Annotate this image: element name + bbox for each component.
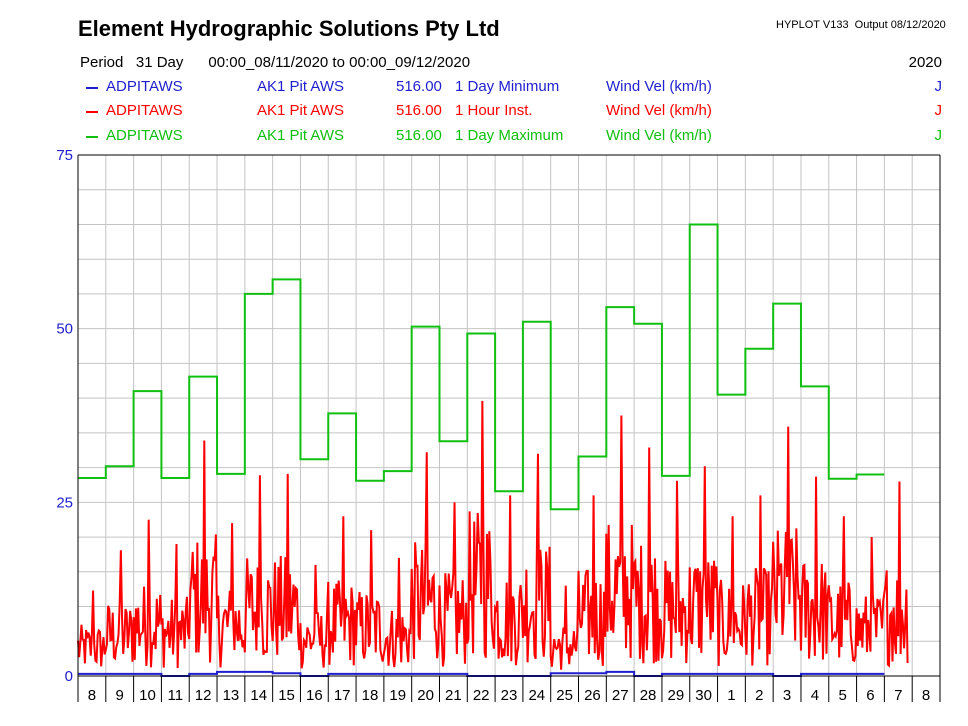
legend-stat: 1 Hour Inst.: [455, 102, 533, 119]
x-tick-label: 27: [612, 687, 629, 704]
period-label: Period: [80, 54, 124, 71]
x-tick-label: 10: [139, 687, 156, 704]
x-tick-label: 4: [811, 687, 819, 704]
legend-swatch: [86, 87, 98, 89]
legend-flag: J: [934, 102, 943, 119]
legend-name: AK1 Pit AWS: [257, 127, 344, 144]
legend-code: 516.00: [396, 78, 442, 95]
series-line-1-day-maximum: [78, 223, 885, 511]
legend-stat: 1 Day Minimum: [455, 78, 560, 95]
x-tick-label: 8: [922, 687, 930, 704]
x-tick-label: 5: [839, 687, 847, 704]
x-tick-label: 23: [501, 687, 518, 704]
series: [77, 223, 909, 677]
x-tick-label: 25: [556, 687, 573, 704]
legend-stat: 1 Day Maximum: [455, 127, 564, 144]
legend-variable: Wind Vel (km/h): [606, 127, 712, 144]
x-tick-label: 1: [727, 687, 735, 704]
legend-site: ADPITAWS: [106, 78, 183, 95]
x-tick-label: 8: [88, 687, 96, 704]
x-tick-label: 21: [445, 687, 462, 704]
x-tick-label: 26: [584, 687, 601, 704]
legend-flag: J: [934, 78, 943, 95]
series-line-1-day-minimum: [78, 670, 885, 677]
legend-site: ADPITAWS: [106, 102, 183, 119]
x-tick-label: 12: [195, 687, 212, 704]
legend-swatch: [86, 136, 98, 138]
x-tick-label: 13: [223, 687, 240, 704]
legend-entry-minimum: ADPITAWS AK1 Pit AWS 516.00 1 Day Minimu…: [80, 78, 942, 98]
y-tick-label: 25: [56, 494, 73, 511]
legend-swatch: [86, 111, 98, 113]
legend-name: AK1 Pit AWS: [257, 78, 344, 95]
y-tick-label: 75: [56, 147, 73, 164]
y-tick-label: 50: [56, 321, 73, 338]
period-range: 00:00_08/11/2020 to 00:00_09/12/2020: [208, 54, 471, 71]
legend-code: 516.00: [396, 102, 442, 119]
legend-entry-instant: ADPITAWS AK1 Pit AWS 516.00 1 Hour Inst.…: [80, 102, 942, 122]
x-tick-label: 22: [473, 687, 490, 704]
x-tick-label: 7: [894, 687, 902, 704]
x-tick-label: 11: [168, 687, 184, 704]
series-line-hourly: [77, 400, 909, 670]
legend-variable: Wind Vel (km/h): [606, 78, 712, 95]
legend-variable: Wind Vel (km/h): [606, 102, 712, 119]
legend-name: AK1 Pit AWS: [257, 102, 344, 119]
x-tick-label: 16: [306, 687, 323, 704]
output-info: HYPLOT V133 Output 08/12/2020: [776, 19, 946, 31]
x-tick-label: 2: [755, 687, 763, 704]
legend-entry-maximum: ADPITAWS AK1 Pit AWS 516.00 1 Day Maximu…: [80, 127, 942, 147]
x-tick-label: 30: [695, 687, 712, 704]
x-tick-label: 3: [783, 687, 791, 704]
legend-flag: J: [934, 127, 943, 144]
report-title: Element Hydrographic Solutions Pty Ltd: [78, 16, 500, 41]
legend-site: ADPITAWS: [106, 127, 183, 144]
x-tick-label: 15: [278, 687, 295, 704]
legend-code: 516.00: [396, 127, 442, 144]
period-row: Period 31 Day 00:00_08/11/2020 to 00:00_…: [80, 54, 470, 71]
year-label: 2020: [908, 54, 942, 71]
x-tick-label: 19: [389, 687, 406, 704]
y-tick-label: 0: [65, 668, 73, 685]
x-tick-label: 14: [250, 687, 267, 704]
x-tick-label: 28: [640, 687, 657, 704]
x-tick-label: 24: [528, 687, 545, 704]
x-tick-label: 18: [362, 687, 379, 704]
x-tick-label: 20: [417, 687, 434, 704]
x-tick-label: 6: [866, 687, 874, 704]
x-tick-label: 9: [116, 687, 124, 704]
x-tick-label: 29: [667, 687, 684, 704]
x-tick-label: 17: [334, 687, 351, 704]
period-value: 31 Day: [135, 54, 184, 71]
